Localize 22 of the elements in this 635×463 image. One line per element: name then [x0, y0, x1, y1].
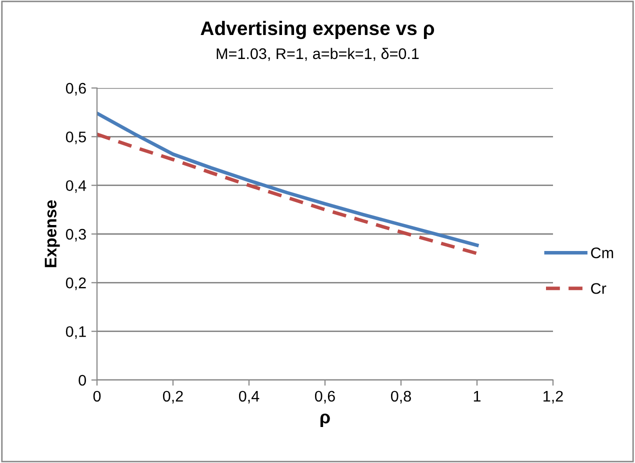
chart-title: Advertising expense vs ρ	[200, 20, 434, 40]
y-tick-label: 0,6	[66, 82, 86, 96]
y-axis-title: Expense	[44, 200, 60, 268]
x-tick-label: 1	[474, 390, 481, 402]
x-axis-title: ρ	[320, 414, 330, 428]
x-tick-label: 0	[93, 390, 101, 402]
x-tick-label: 1,2	[544, 390, 563, 404]
x-tick-label: 0,8	[390, 390, 411, 404]
y-tick-label: 0	[78, 374, 86, 386]
line-series	[97, 132, 479, 256]
legend-label: Cm	[591, 247, 614, 258]
legend-label: Cr	[591, 283, 606, 294]
x-tick-label: 0,4	[238, 390, 260, 404]
y-tick-label: 0,1	[66, 326, 86, 339]
y-tick-label: 0,4	[66, 180, 86, 193]
line-series	[97, 112, 479, 247]
y-tick-label: 0,3	[66, 228, 86, 242]
y-tick-label: 0,5	[66, 132, 86, 144]
chart-subtitle: M=1.03, R=1, a=b=k=1, δ=0.1	[216, 48, 419, 61]
x-tick-label: 0,6	[314, 390, 335, 404]
y-tick-label: 0,2	[66, 278, 86, 290]
x-tick-label: 0,2	[162, 390, 183, 404]
